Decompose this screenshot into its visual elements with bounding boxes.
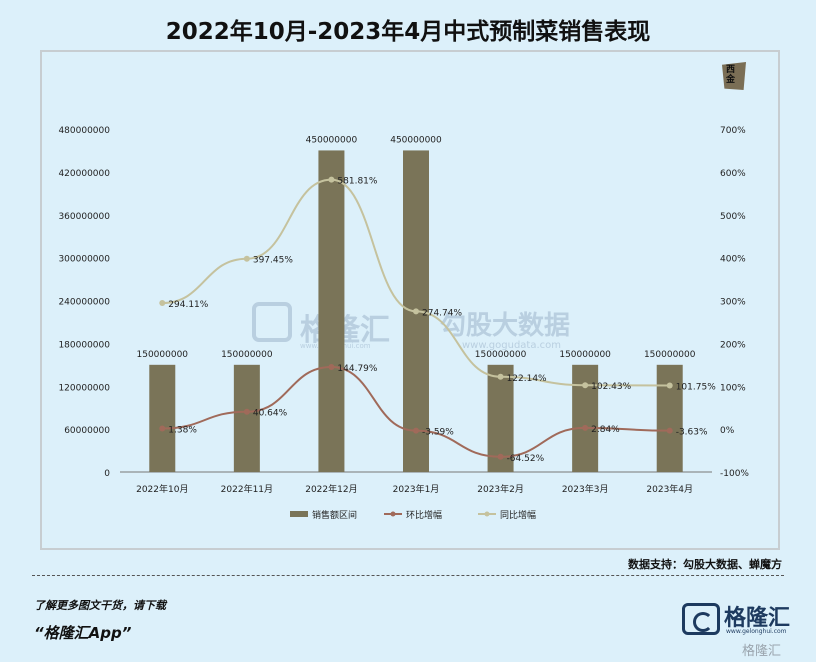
bar-data-label: 450000000 xyxy=(306,135,358,145)
mom-growth-label: 2.84% xyxy=(591,425,620,435)
watermark-partner: 勾股大数据 xyxy=(440,311,571,341)
x-tick-label: 2022年12月 xyxy=(305,483,357,495)
mom-growth-label: 40.64% xyxy=(253,409,288,419)
yoy-growth-label: 294.11% xyxy=(168,300,208,310)
left-tick-label: 0 xyxy=(104,469,110,479)
yoy-growth-point xyxy=(666,382,673,389)
bar xyxy=(318,150,345,472)
bar-data-label: 150000000 xyxy=(644,350,696,360)
x-tick-label: 2023年3月 xyxy=(562,483,609,495)
legend-label: 环比增幅 xyxy=(406,509,442,521)
legend-label: 销售额区间 xyxy=(312,509,357,521)
footer-note: 了解更多图文干货，请下载 xyxy=(34,599,166,612)
yoy-growth-point xyxy=(328,176,335,183)
left-tick-label: 480000000 xyxy=(58,126,110,136)
legend-swatch-marker xyxy=(390,511,396,517)
mom-growth-label: -3.59% xyxy=(422,428,454,438)
source-note: 数据支持：勾股大数据、蝉魔方 xyxy=(628,558,782,571)
corner-badge-icon xyxy=(722,62,746,90)
watermark-brand: 格隆汇 xyxy=(300,313,390,348)
mom-growth-label: 144.79% xyxy=(337,364,377,374)
chart-title: 2022年10月-2023年4月中式预制菜销售表现 xyxy=(165,19,651,45)
mom-growth-label: -3.63% xyxy=(676,428,708,438)
right-tick-label: 0% xyxy=(720,426,735,436)
left-tick-label: 120000000 xyxy=(58,383,110,393)
right-tick-label: 200% xyxy=(720,340,746,350)
legend-swatch xyxy=(290,511,308,517)
watermark-partner-url: www.gogudata.com xyxy=(462,340,562,351)
bar-data-label: 150000000 xyxy=(221,350,273,360)
mom-growth-point xyxy=(666,427,673,434)
footer-app-name: “格隆汇App” xyxy=(34,624,132,642)
x-tick-label: 2022年10月 xyxy=(136,483,188,495)
mom-growth-point xyxy=(243,408,250,415)
x-tick-label: 2023年1月 xyxy=(393,483,440,495)
mom-growth-label: 1.38% xyxy=(168,426,197,436)
yoy-growth-label: 122.14% xyxy=(507,374,547,384)
corner-watermark: 格隆汇 xyxy=(742,644,782,659)
mom-growth-label: -64.52% xyxy=(507,454,545,464)
yoy-growth-label: 397.45% xyxy=(253,256,293,266)
bar xyxy=(233,364,260,472)
gelonghui-logo-icon xyxy=(682,603,720,635)
bar-data-label: 150000000 xyxy=(475,350,527,360)
corner-badge-text: 西 金 xyxy=(726,65,736,85)
left-tick-label: 420000000 xyxy=(58,169,110,179)
bar xyxy=(656,364,683,472)
legend-swatch-marker xyxy=(484,511,490,517)
yoy-growth-label: 101.75% xyxy=(676,382,716,392)
logo-url: www.gelonghui.com xyxy=(726,628,787,635)
bar-data-label: 150000000 xyxy=(137,350,189,360)
mom-growth-point xyxy=(328,364,335,371)
left-tick-label: 360000000 xyxy=(58,212,110,222)
right-tick-label: 500% xyxy=(720,212,746,222)
left-tick-label: 180000000 xyxy=(58,340,110,350)
right-tick-label: 100% xyxy=(720,383,746,393)
yoy-growth-point xyxy=(243,255,250,262)
right-tick-label: 600% xyxy=(720,169,746,179)
right-tick-label: 400% xyxy=(720,255,746,265)
right-tick-label: 700% xyxy=(720,126,746,136)
mom-growth-point xyxy=(582,424,589,431)
logo-name: 格隆汇 xyxy=(724,606,791,631)
left-tick-label: 240000000 xyxy=(58,298,110,308)
yoy-growth-point xyxy=(497,373,504,380)
yoy-growth-label: 274.74% xyxy=(422,308,462,318)
left-tick-label: 300000000 xyxy=(58,255,110,265)
yoy-growth-label: 581.81% xyxy=(337,177,377,187)
x-tick-label: 2023年4月 xyxy=(646,483,693,495)
yoy-growth-point xyxy=(582,382,589,389)
right-tick-label: 300% xyxy=(720,298,746,308)
chart-svg: 0 60000000 120000000 180000000 240000000 3000… xyxy=(58,126,749,521)
bar xyxy=(149,364,176,472)
bar xyxy=(572,364,599,472)
x-tick-label: 2023年2月 xyxy=(477,483,524,495)
mom-growth-point xyxy=(159,425,166,432)
yoy-growth-point xyxy=(413,308,419,315)
mom-growth-point xyxy=(413,427,419,434)
yoy-growth-label: 102.43% xyxy=(591,382,631,392)
x-tick-label: 2022年11月 xyxy=(221,483,273,495)
yoy-growth-point xyxy=(159,300,166,307)
watermark-logo-icon xyxy=(252,302,292,342)
bar-data-label: 450000000 xyxy=(390,135,442,145)
legend-label: 同比增幅 xyxy=(500,509,536,521)
bar-data-label: 150000000 xyxy=(559,350,611,360)
left-tick-label: 60000000 xyxy=(64,426,110,436)
divider xyxy=(32,575,784,576)
right-tick-label: -100% xyxy=(720,469,749,479)
mom-growth-point xyxy=(497,453,504,460)
